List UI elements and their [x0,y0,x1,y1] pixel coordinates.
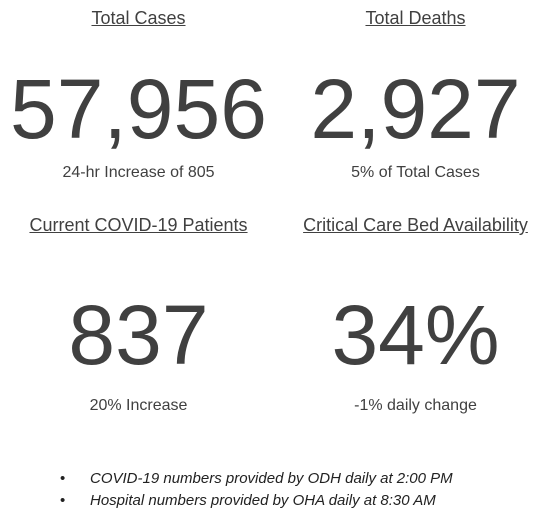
panel-subtitle: 20% Increase [89,397,188,414]
panel-subtitle: 24-hr Increase of 805 [62,164,215,181]
panel-title: Total Deaths [365,8,466,28]
panel-value: 34% [331,288,500,382]
panel-title: Total Cases [91,8,186,28]
panel-value: 2,927 [310,62,521,156]
panel-title: Critical Care Bed Availability [303,215,528,235]
panel-subtitle: -1% daily change [354,397,477,414]
notes: COVID-19 numbers provided by ODH daily a… [60,468,453,512]
panel-subtitle: 5% of Total Cases [351,164,480,181]
panel-value: 57,956 [10,62,267,156]
note: Hospital numbers provided by OHA daily a… [60,490,453,512]
panel-value: 837 [68,288,209,382]
panel-title: Current COVID-19 Patients [29,215,248,235]
note: COVID-19 numbers provided by ODH daily a… [60,468,453,490]
